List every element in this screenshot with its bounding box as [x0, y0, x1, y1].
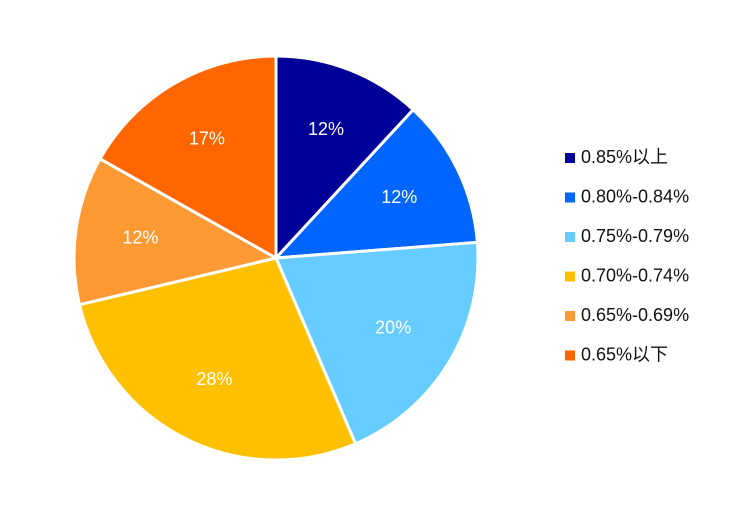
legend-item-2: 0.80%-0.84% — [565, 186, 689, 206]
pie-slice-6 — [98, 54, 278, 260]
legend-swatch-4 — [565, 271, 575, 282]
legend-swatch-6 — [565, 350, 575, 361]
legend-label-3: 0.75%-0.79% — [581, 226, 689, 246]
slice-data-label-6: 17% — [189, 128, 225, 148]
slice-data-label-3: 20% — [375, 318, 411, 338]
slice-data-label-1: 12% — [308, 119, 344, 139]
pie-slice-labels: 12% 12% 20% 28% 12% 17% — [122, 119, 417, 389]
legend-item-3: 0.75%-0.79% — [565, 226, 689, 246]
pie-slice-5 — [72, 157, 278, 307]
slice-data-label-4: 28% — [196, 369, 232, 389]
legend-label-5: 0.65%-0.69% — [581, 305, 689, 325]
pie-slice-2 — [274, 108, 479, 260]
pie-slices — [72, 54, 480, 462]
legend-label-4: 0.70%-0.74% — [581, 265, 689, 285]
pie-slice-1 — [274, 54, 415, 260]
legend: 0.85%以上 0.80%-0.84% 0.75%-0.79% 0.70%-0.74%… — [565, 147, 689, 364]
legend-item-1: 0.85%以上 — [565, 147, 668, 167]
legend-item-4: 0.70%-0.74% — [565, 265, 689, 285]
slice-data-label-2: 12% — [381, 187, 417, 207]
legend-item-5: 0.65%-0.69% — [565, 305, 689, 325]
legend-label-6: 0.65%以下 — [581, 344, 668, 364]
legend-label-2: 0.80%-0.84% — [581, 186, 689, 206]
slice-data-label-5: 12% — [122, 228, 158, 248]
legend-swatch-5 — [565, 311, 575, 321]
legend-label-1: 0.85%以上 — [581, 147, 668, 167]
pie-slice-4 — [77, 256, 357, 462]
legend-swatch-3 — [565, 232, 575, 242]
legend-item-6: 0.65%以下 — [565, 344, 668, 364]
pie-slice-3 — [274, 240, 480, 446]
legend-swatch-2 — [565, 192, 575, 203]
legend-swatch-1 — [565, 153, 575, 163]
